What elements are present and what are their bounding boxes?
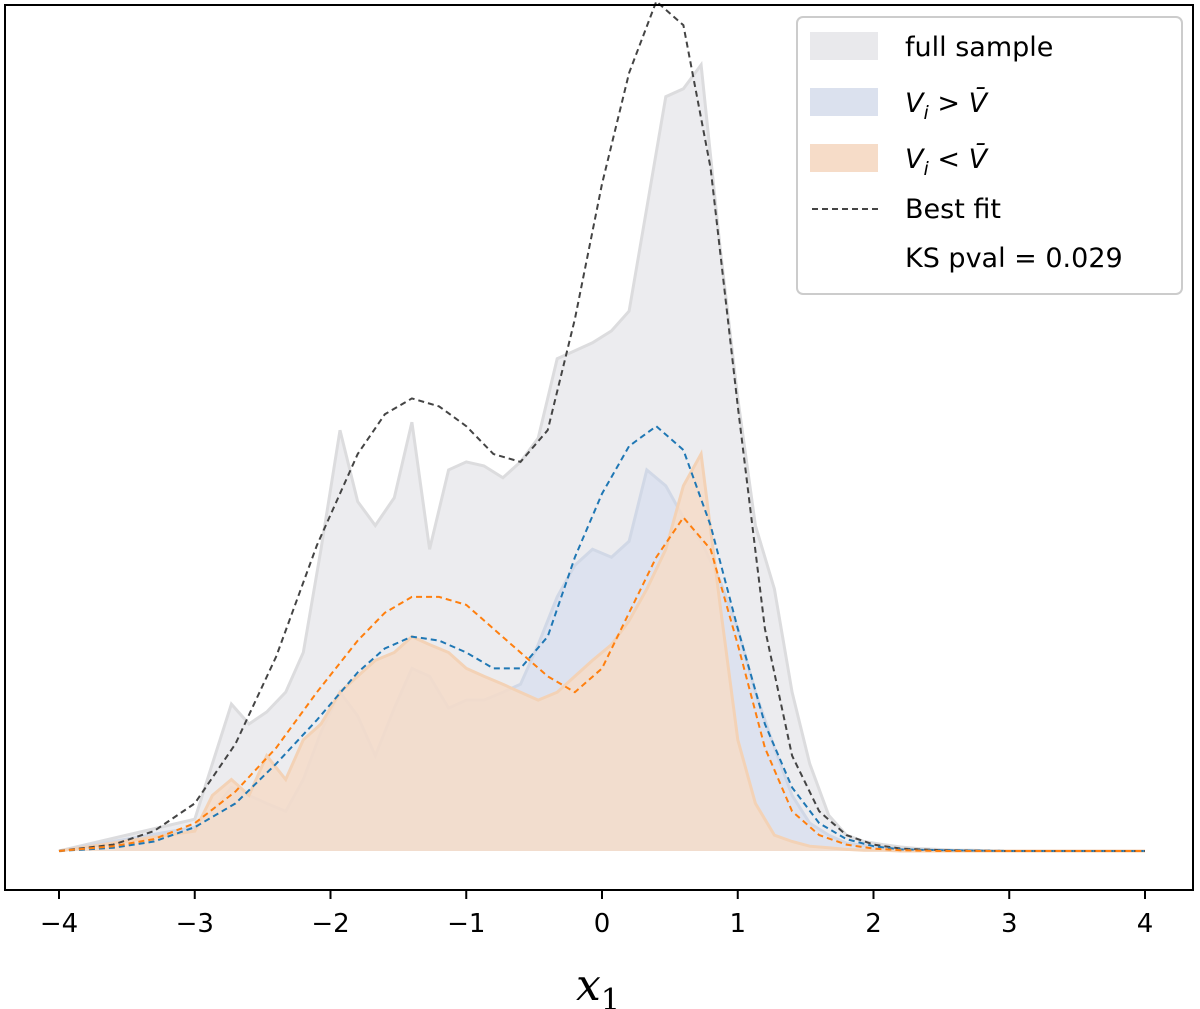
legend-v-above-bar: V̄ [969,87,990,119]
x-tick-label: −3 [176,909,214,939]
plot-frame [4,4,1194,891]
x-ticks: −4 −3 −2 −1 0 1 2 3 4 [40,890,1153,939]
x-tick-label: 3 [1001,909,1018,939]
x-axis-label: x1 [576,960,620,1009]
area-layer [58,60,1145,853]
x-tick-label: −4 [40,909,78,939]
legend-label-v-above: Vi > V̄ [905,87,990,124]
x-tick-label: −1 [447,909,485,939]
x-axis-label-subscript: 1 [601,983,620,1009]
fit-line-layer [58,0,1145,852]
legend-label-full-sample: full sample [905,32,1053,63]
area-edge-full-sample [58,60,1145,853]
legend-v-below-sub: i [923,158,929,180]
area-full-sample [59,64,1145,851]
legend-label-ks-pval: KS pval = 0.029 [905,243,1123,274]
legend-swatch-v-above [810,88,878,116]
x-axis-label-main: x [576,960,601,1009]
x-tick-label: 1 [729,909,746,939]
legend-v-above-main: V [905,88,926,119]
legend-v-below-bar: V̄ [969,143,990,175]
line-v-i-v-fit [58,424,1145,852]
legend-label-best-fit: Best fit [905,194,1001,225]
x-tick-label: 0 [594,909,611,939]
x-tick-label: 2 [865,909,882,939]
legend-v-above-sub: i [923,102,929,124]
line-v-i-v-fit [58,515,1145,852]
legend-swatch-full-sample [810,32,878,60]
legend-label-v-below: Vi < V̄ [905,143,990,180]
legend-frame [796,16,1183,295]
legend-swatch-v-below [810,144,878,172]
legend-v-below-op: < [929,144,969,175]
x-tick-label: −2 [311,909,349,939]
legend-v-below-main: V [905,144,926,175]
legend: full sample Vi > V̄ Vi < V̄ Best fit KS … [796,16,1183,295]
legend-v-above-op: > [929,88,969,119]
line-best-fit [58,0,1145,852]
x-tick-label: 4 [1137,909,1154,939]
